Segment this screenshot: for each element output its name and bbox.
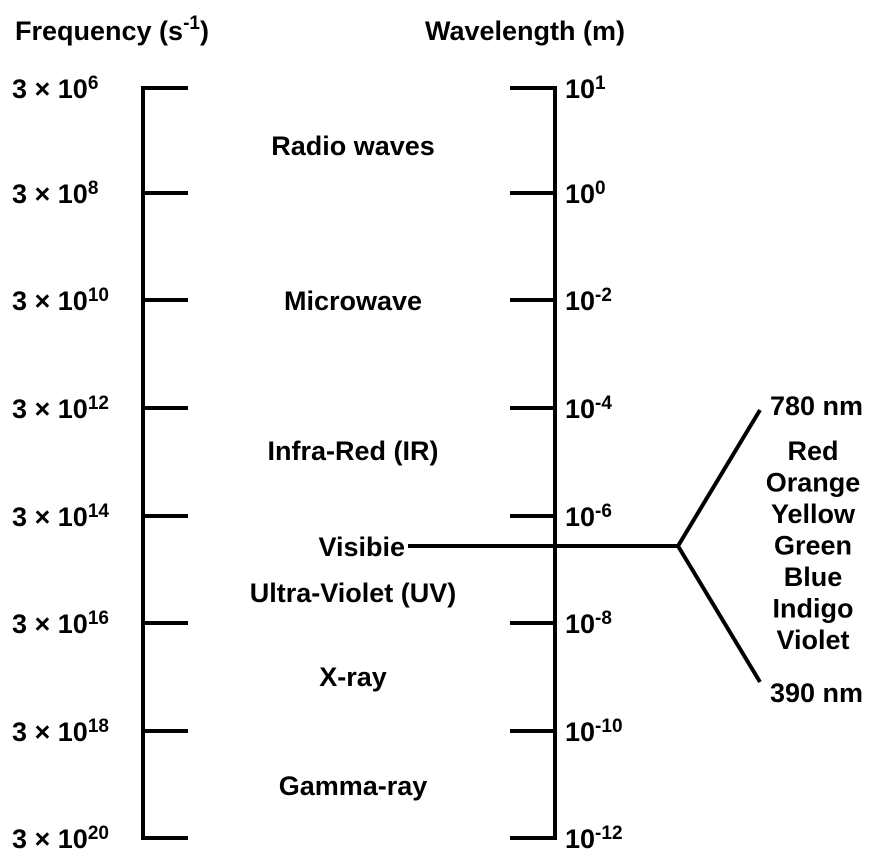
wavelength-label: 10-6: [565, 501, 612, 532]
label-exp: 18: [88, 716, 109, 737]
label-base: 3 × 10: [12, 502, 88, 532]
label-base: 10: [565, 824, 595, 854]
visible-bound: 390 nm: [770, 678, 863, 708]
title-text: ): [200, 16, 209, 46]
frequency-label: 3 × 1010: [12, 285, 109, 316]
label-exp: -12: [595, 823, 622, 844]
visible-color: Blue: [784, 562, 843, 592]
label-exp: 12: [88, 393, 109, 414]
label-exp: 20: [88, 823, 109, 844]
label-base: 3 × 10: [12, 286, 88, 316]
frequency-label: 3 × 1012: [12, 393, 109, 424]
wavelength-label: 101: [565, 73, 606, 104]
wavelength-label: 10-8: [565, 608, 612, 639]
frequency-title: Frequency (s-1): [15, 13, 209, 46]
label-base: 3 × 10: [12, 609, 88, 639]
label-base: 10: [565, 502, 595, 532]
label-base: 3 × 10: [12, 74, 88, 104]
label-base: 3 × 10: [12, 824, 88, 854]
frequency-label: 3 × 1014: [12, 501, 109, 532]
label-base: 10: [565, 609, 595, 639]
visible-color: Indigo: [773, 594, 854, 624]
wavelength-label: 10-4: [565, 393, 612, 424]
visible-color: Orange: [766, 468, 861, 498]
visible-branch: [676, 544, 762, 684]
label-base: 10: [565, 717, 595, 747]
label-base: 10: [565, 286, 595, 316]
label-base: 3 × 10: [12, 717, 88, 747]
frequency-label: 3 × 1018: [12, 716, 109, 747]
label-base: 3 × 10: [12, 179, 88, 209]
label-exp: 16: [88, 608, 109, 629]
label-base: 3 × 10: [12, 394, 88, 424]
region-label: Ultra-Violet (UV): [250, 578, 457, 608]
label-exp: 6: [88, 73, 99, 94]
frequency-label: 3 × 108: [12, 178, 98, 209]
title-sup: -1: [183, 13, 200, 34]
label-exp: 1: [595, 73, 606, 94]
visible-color: Red: [787, 436, 838, 466]
visible-bound: 780 nm: [770, 391, 863, 421]
region-label: X-ray: [319, 662, 387, 692]
label-base: 10: [565, 179, 595, 209]
wavelength-label: 10-10: [565, 716, 623, 747]
label-exp: -2: [595, 285, 612, 306]
region-label: Visibie: [318, 532, 405, 562]
region-label: Microwave: [284, 286, 422, 316]
label-exp: 0: [595, 178, 606, 199]
wavelength-title: Wavelength (m): [425, 16, 625, 46]
label-exp: -10: [595, 716, 622, 737]
visible-color: Violet: [776, 625, 849, 655]
label-base: 10: [565, 74, 595, 104]
label-exp: -6: [595, 501, 612, 522]
wavelength-label: 10-2: [565, 285, 612, 316]
wavelength-label: 100: [565, 178, 606, 209]
region-label: Gamma-ray: [279, 771, 428, 801]
visible-branch: [676, 408, 762, 548]
label-exp: 8: [88, 178, 99, 199]
visible-color: Yellow: [771, 499, 856, 529]
visible-color: Green: [774, 531, 852, 561]
wavelength-label: 10-12: [565, 823, 623, 854]
region-label: Infra-Red (IR): [268, 436, 439, 466]
frequency-label: 3 × 106: [12, 73, 98, 104]
label-exp: -4: [595, 393, 612, 414]
label-base: 10: [565, 394, 595, 424]
frequency-label: 3 × 1020: [12, 823, 109, 854]
title-text: Frequency (s: [15, 16, 183, 46]
label-exp: 14: [88, 501, 110, 522]
label-exp: -8: [595, 608, 612, 629]
frequency-label: 3 × 1016: [12, 608, 109, 639]
label-exp: 10: [88, 285, 109, 306]
region-label: Radio waves: [271, 131, 435, 161]
